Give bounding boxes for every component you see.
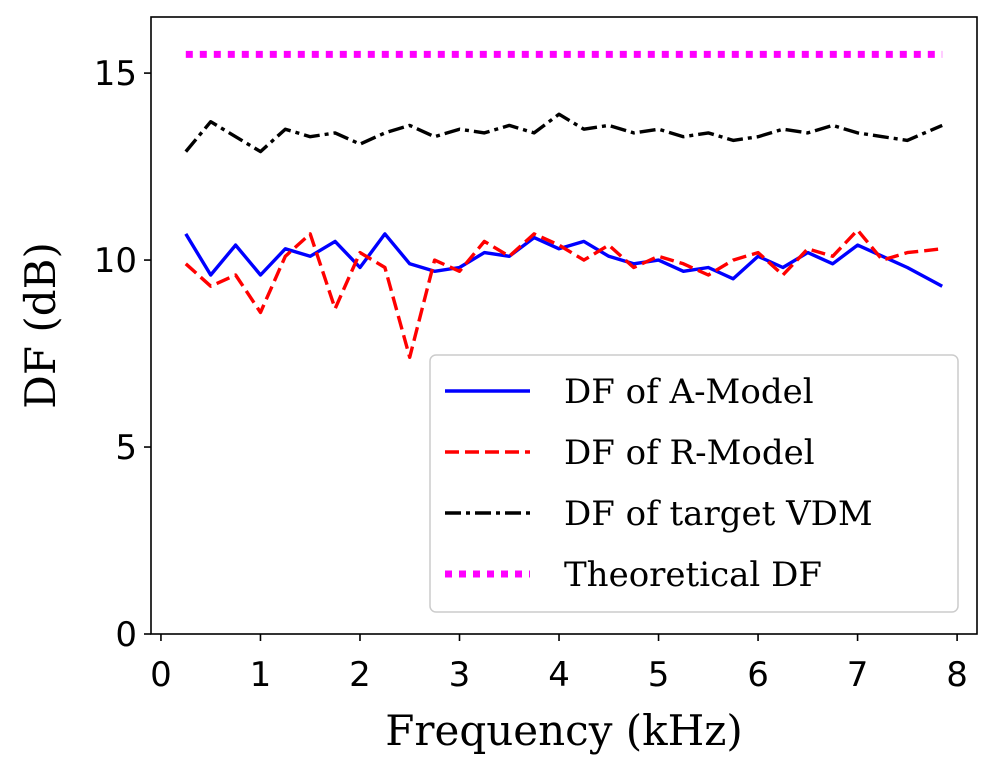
x-axis-label: Frequency (kHz) (385, 706, 743, 755)
x-tick-label: 6 (747, 655, 769, 695)
legend-label-1: DF of R-Model (564, 433, 815, 473)
series-line-1 (184, 228, 943, 359)
y-tick-label: 0 (115, 615, 137, 655)
y-tick-label: 10 (94, 241, 137, 281)
x-tick-label: 1 (250, 655, 272, 695)
x-tick-label: 8 (946, 655, 968, 695)
x-tick-label: 2 (349, 655, 371, 695)
plot-frame (150, 16, 978, 635)
series-line-2 (184, 112, 943, 154)
legend: DF of A-Model DF of R-Model DF of target V… (429, 354, 959, 613)
x-tick-label: 3 (449, 655, 471, 695)
x-tick-label: 0 (150, 655, 172, 695)
x-tick-label: 5 (648, 655, 670, 695)
legend-label-2: DF of target VDM (564, 494, 873, 534)
series-layer (184, 50, 944, 359)
y-axis-label: DF (dB) (16, 242, 65, 409)
series-line-0 (184, 232, 944, 288)
legend-box (429, 354, 959, 613)
y-tick-label: 5 (115, 428, 137, 468)
legend-label-3: Theoretical DF (564, 555, 822, 595)
y-tick-label: 15 (94, 54, 137, 94)
x-tick-label: 4 (548, 655, 570, 695)
ticks-layer: 0 1 2 3 4 5 6 7 8 0 5 10 15 (94, 54, 968, 695)
x-tick-label: 7 (847, 655, 869, 695)
legend-label-0: DF of A-Model (564, 372, 814, 412)
